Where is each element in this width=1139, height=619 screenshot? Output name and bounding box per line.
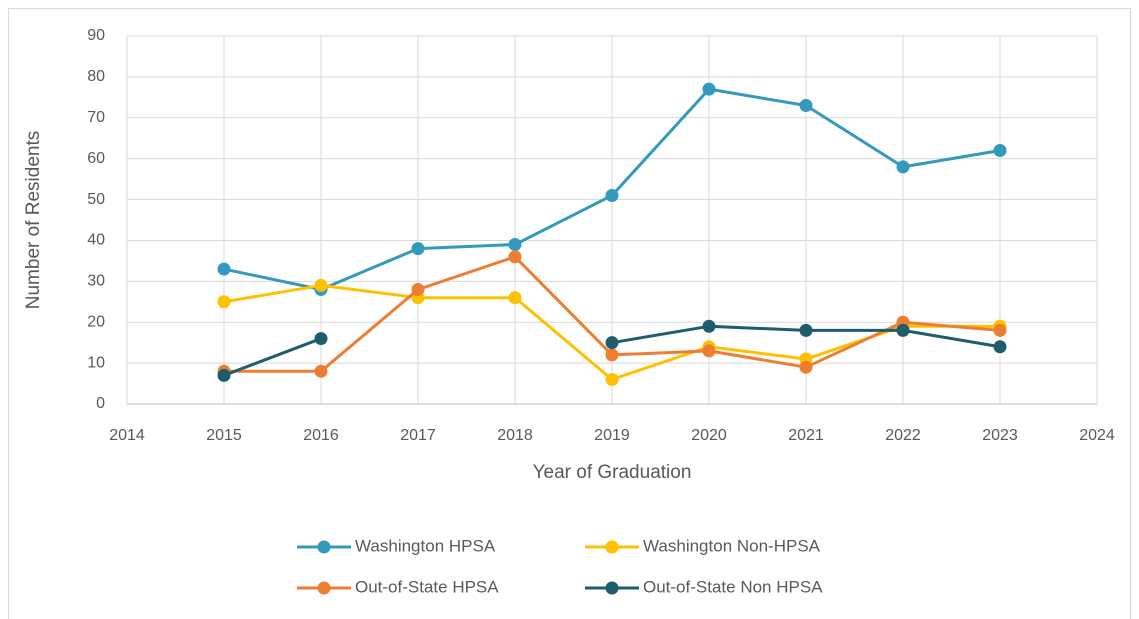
- legend-label: Washington Non-HPSA: [643, 536, 821, 555]
- y-tick-label: 60: [87, 150, 105, 167]
- data-point: [217, 368, 231, 382]
- y-tick-label: 50: [87, 191, 105, 208]
- y-axis-label: Number of Residents: [23, 131, 44, 309]
- x-tick-label: 2024: [1079, 427, 1115, 444]
- legend-label: Out-of-State HPSA: [355, 577, 499, 596]
- data-point: [411, 242, 425, 256]
- data-point: [605, 372, 619, 386]
- data-point: [314, 332, 328, 346]
- data-point: [217, 295, 231, 309]
- y-tick-label: 30: [87, 273, 105, 290]
- x-axis-label: Year of Graduation: [533, 462, 692, 483]
- legend-marker: [317, 540, 331, 554]
- data-point: [314, 364, 328, 378]
- y-tick-label: 70: [87, 109, 105, 126]
- data-point: [217, 262, 231, 276]
- data-point: [605, 188, 619, 202]
- data-point: [993, 143, 1007, 157]
- data-point: [605, 348, 619, 362]
- data-point: [411, 283, 425, 297]
- data-point: [508, 291, 522, 305]
- data-point: [896, 160, 910, 174]
- y-tick-label: 10: [87, 354, 105, 371]
- data-point: [799, 323, 813, 337]
- data-point: [508, 238, 522, 252]
- x-tick-label: 2014: [109, 427, 145, 444]
- data-point: [799, 360, 813, 374]
- data-point: [993, 323, 1007, 337]
- data-point: [314, 278, 328, 292]
- x-tick-label: 2017: [400, 427, 436, 444]
- y-tick-label: 20: [87, 313, 105, 330]
- y-tick-label: 90: [87, 27, 105, 44]
- data-point: [702, 82, 716, 96]
- data-point: [896, 323, 910, 337]
- legend-marker: [605, 581, 619, 595]
- legend-label: Washington HPSA: [355, 536, 496, 555]
- legend-label: Out-of-State Non HPSA: [643, 577, 823, 596]
- data-point: [702, 319, 716, 333]
- x-tick-label: 2021: [788, 427, 824, 444]
- x-tick-label: 2016: [303, 427, 339, 444]
- x-tick-label: 2020: [691, 427, 727, 444]
- data-point: [799, 99, 813, 113]
- x-tick-label: 2019: [594, 427, 630, 444]
- data-point: [993, 340, 1007, 354]
- data-point: [605, 336, 619, 350]
- y-tick-label: 80: [87, 68, 105, 85]
- x-tick-label: 2018: [497, 427, 533, 444]
- x-tick-label: 2015: [206, 427, 242, 444]
- y-tick-label: 40: [87, 232, 105, 249]
- legend-marker: [317, 581, 331, 595]
- y-tick-label: 0: [96, 395, 105, 412]
- legend-marker: [605, 540, 619, 554]
- x-tick-label: 2023: [982, 427, 1018, 444]
- data-point: [508, 250, 522, 264]
- data-point: [702, 344, 716, 358]
- x-tick-label: 2022: [885, 427, 921, 444]
